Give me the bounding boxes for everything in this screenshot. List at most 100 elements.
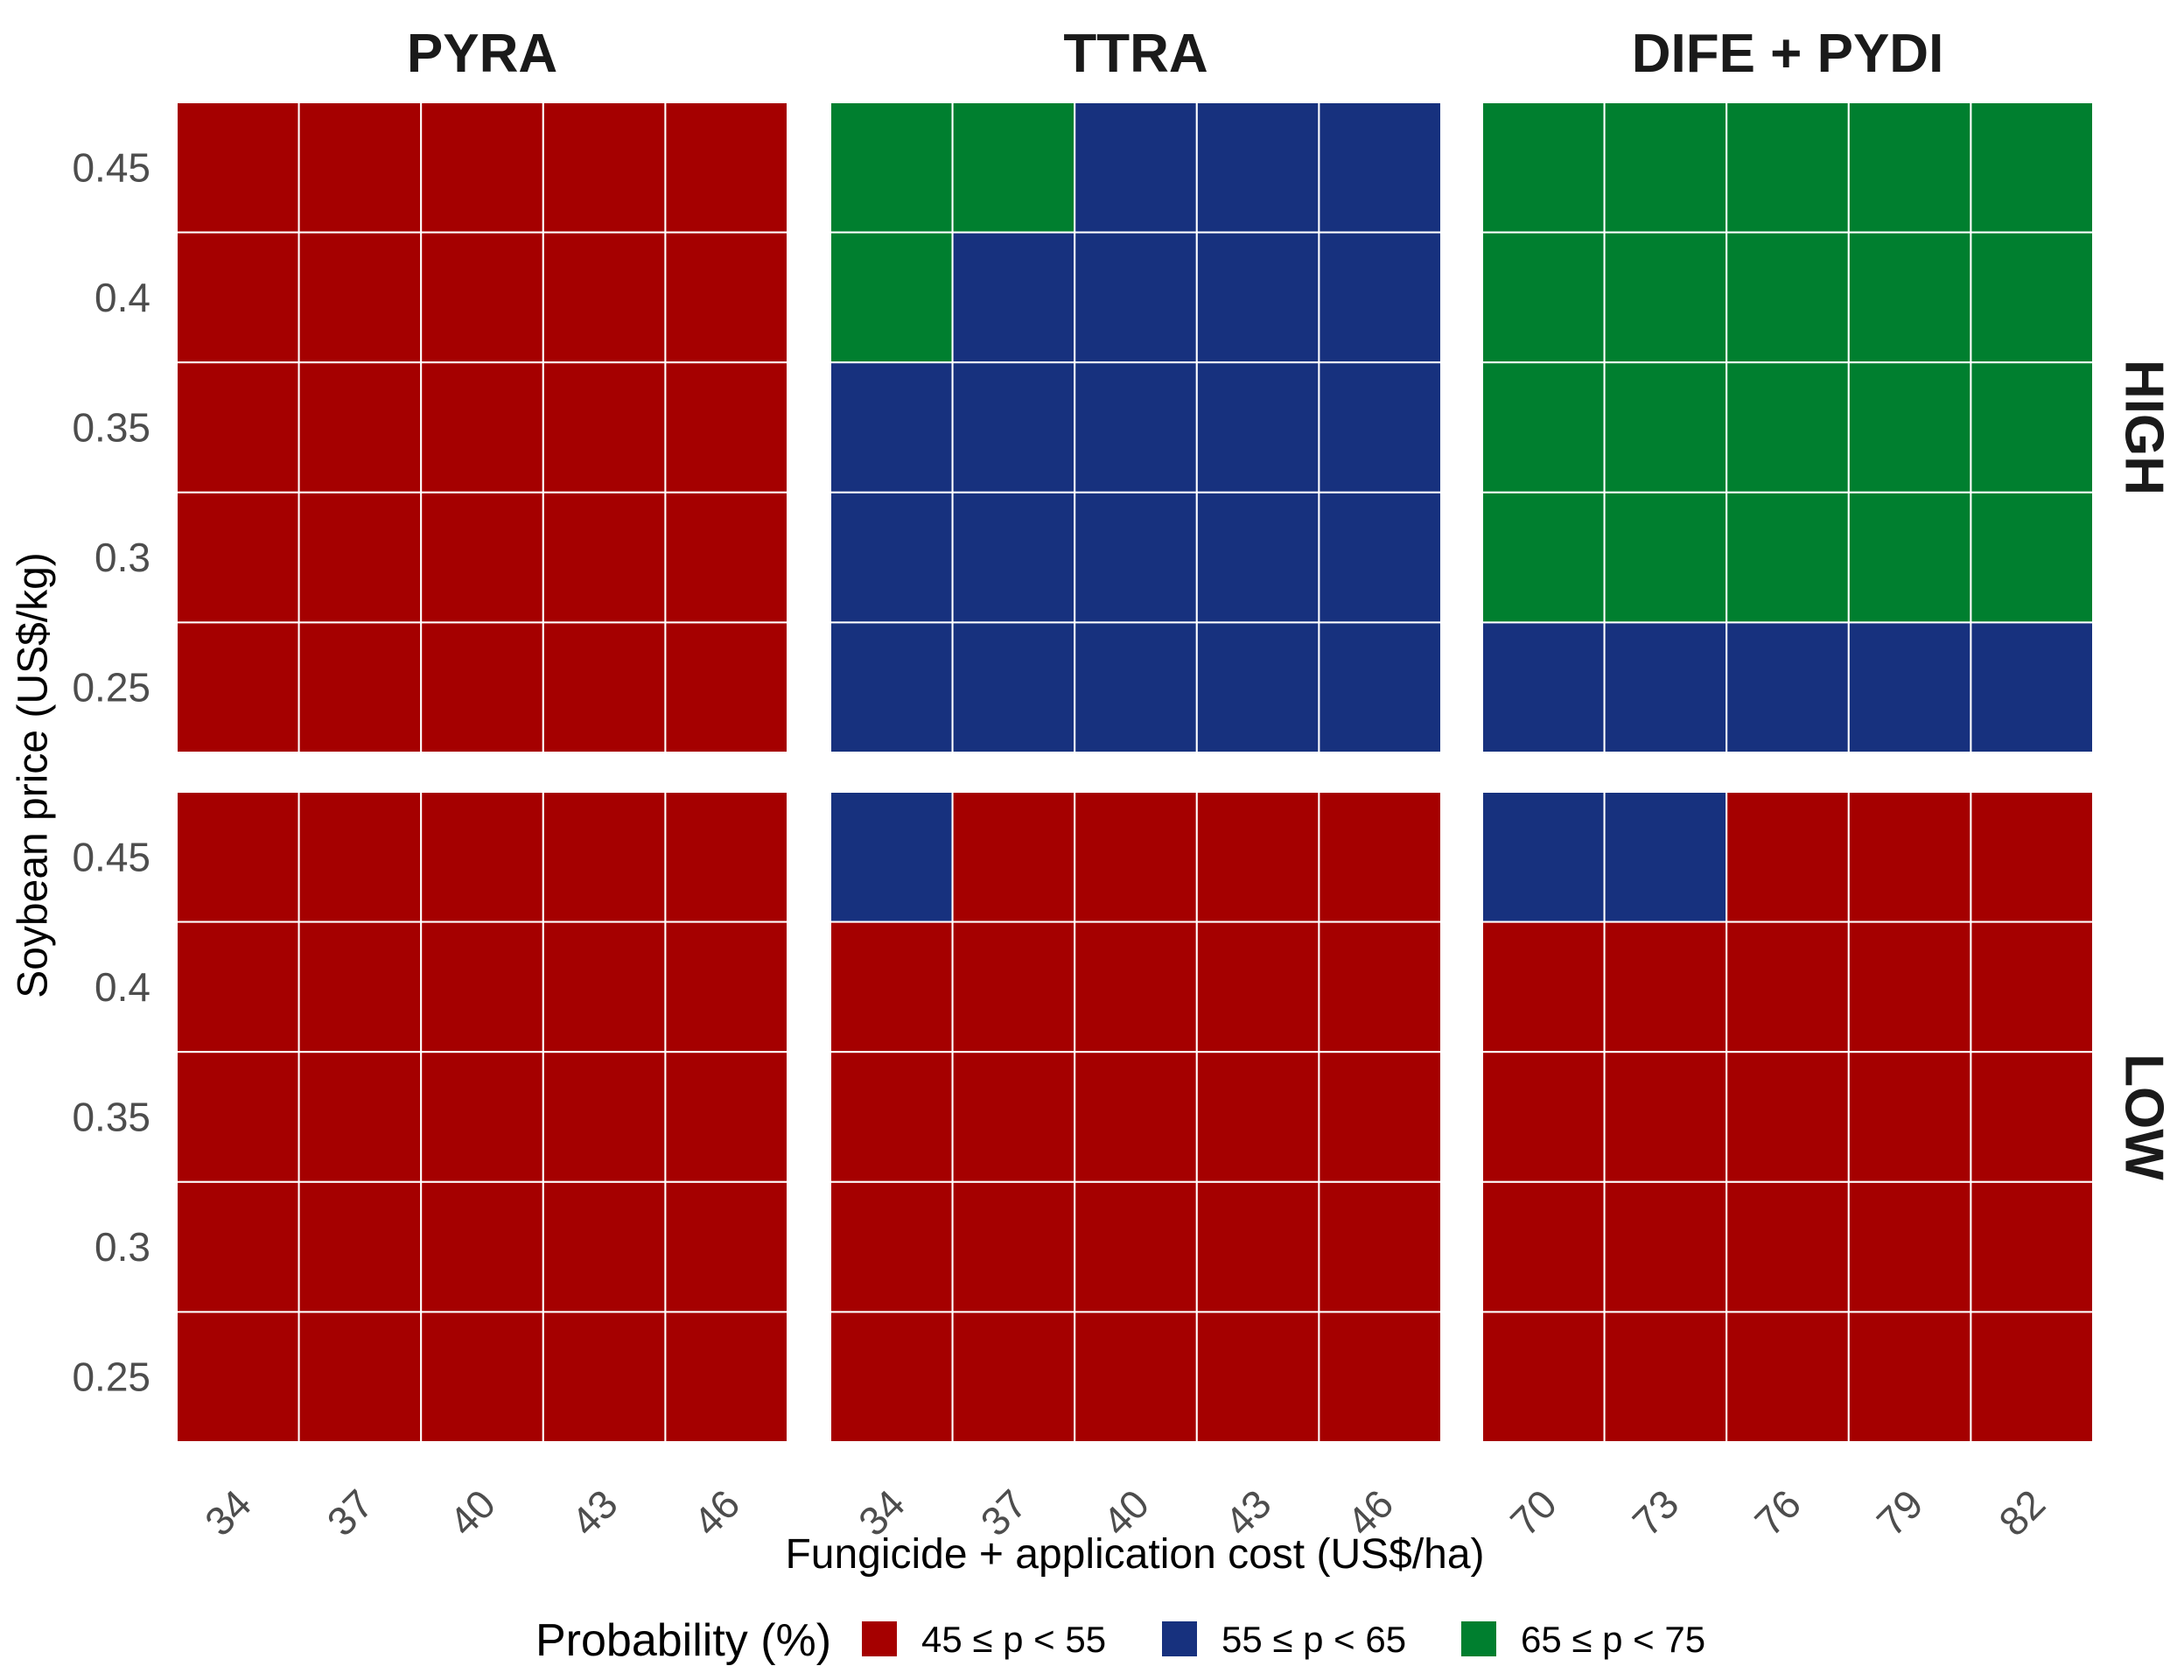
x-tick-label: 79 [1868,1480,1932,1544]
heatmap-cell [420,1180,544,1313]
heatmap-cell [1481,621,1606,754]
heatmap-cell [298,491,423,624]
heatmap-cell [542,1180,667,1313]
heatmap-cell [298,920,423,1054]
heatmap-cell [420,1311,544,1444]
heatmap-cell [1726,361,1850,494]
heatmap-cell [1481,791,1606,923]
heatmap-cell [664,1311,789,1444]
heatmap-cell [420,791,544,923]
heatmap-cell [1318,920,1443,1054]
heatmap-cell [298,102,423,234]
x-tick-label: 43 [563,1480,626,1544]
heatmap-cell [664,361,789,494]
heatmap-cell [1074,1051,1198,1183]
heatmap-cell [830,621,954,754]
heatmap-cell [1970,361,2094,494]
heatmap-cell [1603,791,1728,923]
heatmap-cell [1970,1311,2094,1444]
heatmap-cell [1195,1051,1320,1183]
heatmap-cell [176,1180,300,1313]
heatmap-cell [664,102,789,234]
heatmap-cell [542,791,667,923]
heatmap-cell [1318,102,1443,234]
heatmap-cell [1847,102,1972,234]
heatmap-cell [1970,1051,2094,1183]
heatmap-cell [1603,231,1728,364]
heatmap-cell [1481,1311,1606,1444]
heatmap-cell [298,361,423,494]
y-tick-label: 0.3 [94,1224,150,1270]
x-tick-label: 40 [440,1480,504,1544]
heatmap-cell [1847,920,1972,1054]
y-tick-label: 0.35 [72,405,150,451]
heatmap-cell [1195,102,1320,234]
heatmap-cell [1481,361,1606,494]
heatmap-cell [1726,1051,1850,1183]
heatmap-cell [1847,1051,1972,1183]
heatmap-cell [1074,1311,1198,1444]
heatmap-cell [1847,491,1972,624]
panel-dife-pydi-low [1481,791,2094,1444]
heatmap-cell [1726,102,1850,234]
heatmap-cell [1481,920,1606,1054]
heatmap-cell [1847,791,1972,923]
column-title-dife-pydi: DIFE + PYDI [1632,24,1944,84]
heatmap-cell [298,621,423,754]
legend-swatch [862,1621,897,1656]
y-tick-label: 0.3 [94,535,150,580]
heatmap-cell [1318,1180,1443,1313]
x-axis-title: Fungicide + application cost (US$/ha) [785,1531,1484,1578]
heatmap-cell [1603,920,1728,1054]
heatmap-cell [176,1311,300,1444]
heatmap-cell [1726,231,1850,364]
heatmap-cell [420,920,544,1054]
heatmap-cell [830,491,954,624]
heatmap-cell [298,231,423,364]
x-tick-label: 76 [1746,1480,1810,1544]
heatmap-cell [1481,102,1606,234]
heatmap-cell [1074,1180,1198,1313]
panel-dife-pydi-high [1481,102,2094,754]
x-tick-label: 70 [1502,1480,1565,1544]
panel-pyra-high [176,102,789,754]
heatmap-cell [1481,1180,1606,1313]
heatmap-cell [1318,621,1443,754]
y-tick-label: 0.45 [72,144,150,190]
heatmap-cell [1847,1180,1972,1313]
y-tick-label: 0.4 [94,275,150,320]
heatmap-cell [1195,1180,1320,1313]
column-title-pyra: PYRA [407,24,557,84]
heatmap-cell [176,361,300,494]
heatmap-cell [1074,791,1198,923]
heatmap-cell [420,361,544,494]
panels-layer [176,102,2094,1444]
heatmap-cell [176,231,300,364]
y-tick-label: 0.35 [72,1095,150,1140]
heatmap-cell [1970,102,2094,234]
heatmap-cell [830,102,954,234]
heatmap-cell [1847,1311,1972,1444]
heatmap-cell [1195,621,1320,754]
heatmap-cell [1603,1051,1728,1183]
panel-ttra-low [830,791,1443,1444]
heatmap-cell [420,231,544,364]
heatmap-cell [1318,791,1443,923]
heatmap-cell [420,102,544,234]
x-tick-label: 34 [196,1480,260,1544]
heatmap-cell [664,621,789,754]
heatmap-cell [1195,491,1320,624]
y-tick-label: 0.4 [94,964,150,1010]
heatmap-cell [664,1051,789,1183]
heatmap-cell [1726,491,1850,624]
heatmap-cell [1195,791,1320,923]
heatmap-cell [176,791,300,923]
heatmap-cell [1970,621,2094,754]
heatmap-cell [1074,361,1198,494]
heatmap-cell [1318,1311,1443,1444]
heatmap-cell [1481,491,1606,624]
heatmap-cell [1970,1180,2094,1313]
heatmap-cell [176,1051,300,1183]
heatmap-cell [951,1051,1076,1183]
heatmap-cell [951,231,1076,364]
